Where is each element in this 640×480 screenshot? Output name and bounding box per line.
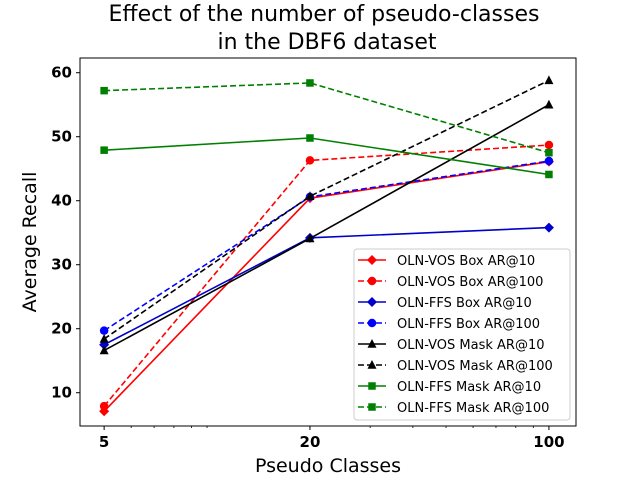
data-point-oln-vos-mask-ar10-100 [544, 99, 554, 109]
series-oln-ffs-mask-ar10 [100, 134, 553, 179]
plot-frame [79, 57, 577, 427]
legend-label-oln-ffs-box-ar10: OLN-FFS Box AR@10 [397, 296, 532, 311]
x-axis-label: Pseudo Classes [255, 455, 401, 477]
legend-marker-oln-ffs-mask-ar10 [368, 382, 376, 390]
data-point-oln-vos-mask-ar10-20 [305, 233, 315, 243]
legend-frame [353, 248, 571, 421]
data-point-oln-vos-mask-ar100-20 [305, 191, 315, 200]
x-tick-label-5: 5 [99, 433, 109, 451]
y-tick-label-60: 60 [51, 64, 72, 82]
data-point-oln-ffs-mask-ar10-20 [306, 134, 314, 142]
data-point-oln-ffs-mask-ar100-5 [100, 86, 108, 95]
series-oln-vos-mask-ar10 [99, 99, 554, 355]
series-line-oln-ffs-mask-ar100 [104, 82, 550, 154]
data-point-oln-ffs-mask-ar100-20 [306, 79, 314, 87]
legend-label-oln-vos-mask-ar100: OLN-VOS Mask AR@100 [397, 359, 553, 374]
data-point-oln-vos-box-ar100-20 [305, 156, 315, 165]
legend-label-oln-ffs-mask-ar10: OLN-FFS Mask AR@10 [397, 380, 541, 395]
data-point-oln-ffs-mask-ar10-100 [545, 170, 553, 179]
y-tick-label-30: 30 [51, 256, 72, 274]
x-tick-label-100: 100 [533, 433, 564, 451]
legend-marker-oln-vos-box-ar100 [367, 276, 377, 286]
legend-label-oln-vos-box-ar10: OLN-VOS Box AR@10 [397, 254, 535, 269]
data-point-oln-ffs-box-ar100-100 [544, 156, 554, 166]
y-axis-label: Average Recall [19, 172, 41, 313]
legend-label-oln-ffs-box-ar100: OLN-FFS Box AR@100 [397, 317, 540, 332]
data-point-oln-vos-mask-ar100-5 [99, 333, 109, 343]
legend-marker-oln-vos-mask-ar10 [367, 339, 377, 348]
legend-marker-oln-ffs-box-ar10 [367, 297, 377, 307]
y-tick-label-50: 50 [51, 128, 72, 146]
data-point-oln-vos-box-ar100-5 [99, 401, 109, 411]
y-tick-label-10: 10 [51, 384, 72, 402]
major-ticks [76, 72, 550, 430]
x-tick-label-20: 20 [300, 433, 321, 451]
chart-title-line-1: Effect of the number of pseudo-classes [109, 2, 540, 27]
y-tick-label-40: 40 [51, 192, 72, 210]
data-point-oln-ffs-mask-ar10-5 [100, 146, 108, 154]
legend-label-oln-ffs-mask-ar100: OLN-FFS Mask AR@100 [397, 401, 549, 416]
legend-label-oln-vos-box-ar100: OLN-VOS Box AR@100 [397, 275, 543, 290]
legend-marker-oln-ffs-mask-ar100 [368, 403, 376, 411]
legend-entries: OLN-VOS Box AR@10 OLN-VOS Box AR@100 OLN… [358, 254, 553, 416]
data-point-oln-ffs-box-ar10-100 [543, 222, 554, 233]
legend-marker-oln-vos-box-ar10 [367, 255, 377, 265]
data-point-oln-ffs-box-ar100-5 [99, 326, 109, 335]
series-oln-ffs-mask-ar100 [100, 79, 553, 157]
data-point-oln-ffs-mask-ar100-100 [545, 148, 553, 157]
chart-title-line-2: in the DBF6 dataset [217, 30, 436, 55]
series-line-oln-vos-mask-ar100 [103, 79, 550, 340]
legend-marker-oln-ffs-box-ar100 [367, 318, 377, 328]
legend: OLN-VOS Box AR@10 OLN-VOS Box AR@100 OLN… [353, 248, 571, 421]
series-layer [99, 75, 554, 417]
data-point-oln-vos-box-ar100-100 [544, 140, 554, 150]
data-point-oln-vos-mask-ar10-5 [99, 345, 109, 355]
legend-marker-oln-vos-mask-ar100 [367, 360, 377, 369]
legend-label-oln-vos-mask-ar10: OLN-VOS Mask AR@10 [397, 338, 545, 353]
y-tick-label-20: 20 [51, 320, 72, 338]
series-oln-vos-mask-ar100 [99, 75, 554, 343]
data-point-oln-vos-mask-ar100-100 [544, 75, 554, 85]
